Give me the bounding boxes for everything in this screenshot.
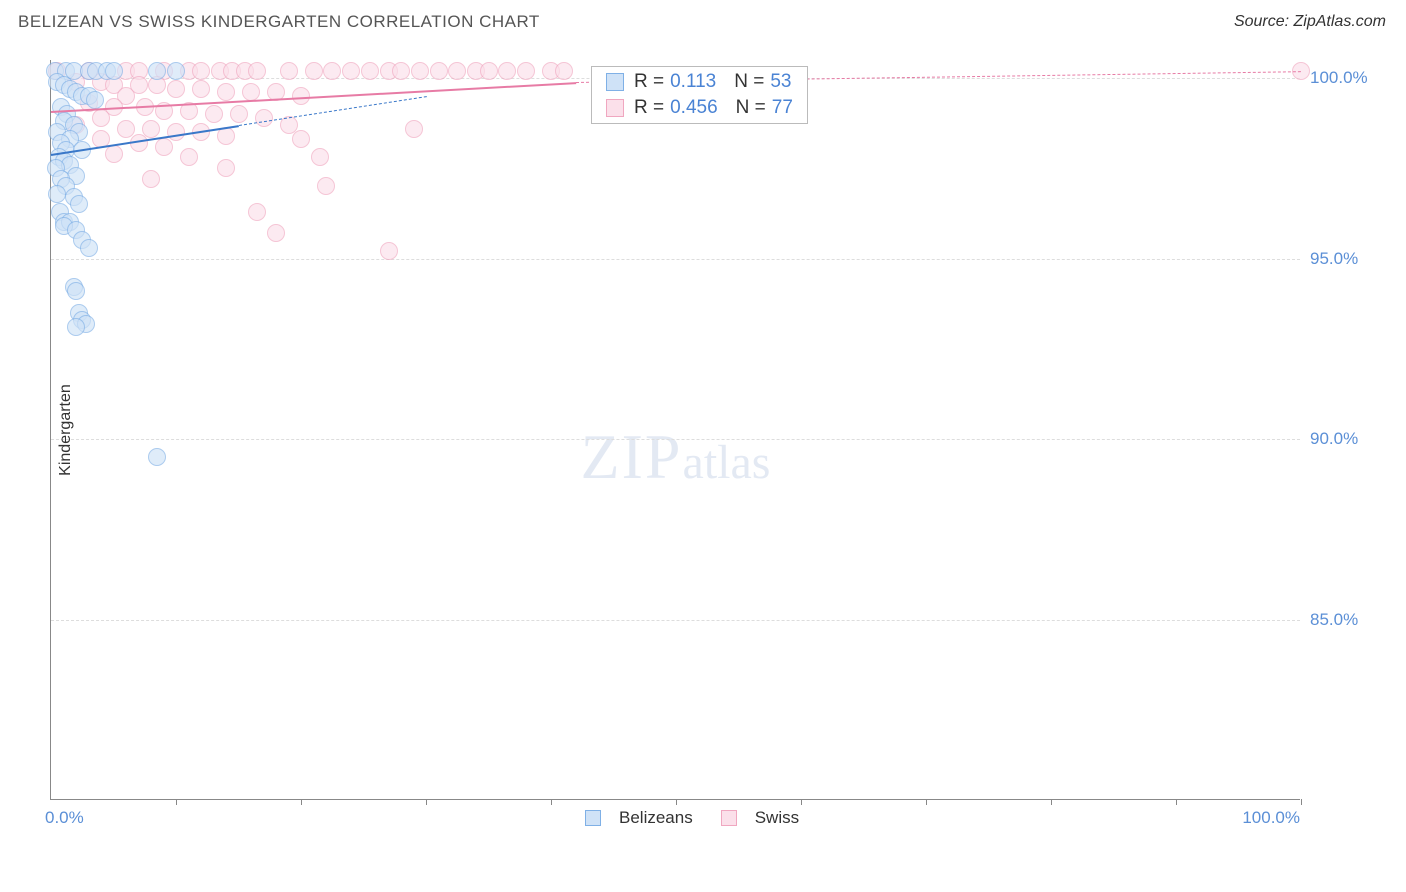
legend-label: Swiss — [755, 808, 799, 828]
data-point — [448, 62, 466, 80]
x-tick — [1301, 799, 1302, 805]
stats-row: R = 0.113 N = 53 — [592, 69, 807, 95]
watermark: ZIPatlas — [581, 420, 771, 494]
data-point — [80, 239, 98, 257]
data-point — [192, 80, 210, 98]
y-tick-label: 85.0% — [1310, 610, 1358, 630]
grid-line — [51, 259, 1300, 260]
grid-line — [51, 439, 1300, 440]
x-axis-min-label: 0.0% — [45, 808, 84, 828]
data-point — [67, 318, 85, 336]
legend-item: Belizeans — [585, 808, 693, 828]
data-point — [280, 62, 298, 80]
data-point — [267, 224, 285, 242]
x-tick — [676, 799, 677, 805]
data-point — [142, 120, 160, 138]
data-point — [230, 105, 248, 123]
r-value: 0.113 — [670, 71, 716, 93]
x-tick — [801, 799, 802, 805]
data-point — [405, 120, 423, 138]
n-value: 53 — [770, 71, 791, 93]
data-point — [217, 159, 235, 177]
data-point — [70, 195, 88, 213]
chart-source: Source: ZipAtlas.com — [1234, 13, 1386, 31]
data-point — [248, 203, 266, 221]
data-point — [92, 109, 110, 127]
n-value: 77 — [772, 97, 793, 119]
data-point — [167, 80, 185, 98]
data-point — [380, 242, 398, 260]
n-label: N = — [736, 97, 766, 119]
data-point — [555, 62, 573, 80]
x-tick — [176, 799, 177, 805]
plot-region: ZIPatlas R =0.113N =53R =0.456N =77 — [50, 60, 1300, 800]
chart-area: ZIPatlas R =0.113N =53R =0.456N =77 Kind… — [50, 60, 1360, 800]
data-point — [192, 62, 210, 80]
data-point — [317, 177, 335, 195]
data-point — [155, 138, 173, 156]
x-tick — [551, 799, 552, 805]
data-point — [105, 62, 123, 80]
data-point — [142, 170, 160, 188]
legend-swatch — [585, 810, 601, 826]
data-point — [255, 109, 273, 127]
stats-box: R =0.113N =53R =0.456N =77 — [591, 66, 808, 124]
series-swatch — [606, 99, 624, 117]
n-label: N = — [734, 71, 764, 93]
r-label: R = — [634, 71, 664, 93]
data-point — [498, 62, 516, 80]
x-tick — [426, 799, 427, 805]
x-tick — [1176, 799, 1177, 805]
data-point — [361, 62, 379, 80]
stats-row: R = 0.456 N = 77 — [592, 95, 807, 121]
r-value: 0.456 — [670, 97, 718, 119]
data-point — [180, 148, 198, 166]
legend-label: Belizeans — [619, 808, 693, 828]
chart-title: BELIZEAN VS SWISS KINDERGARTEN CORRELATI… — [18, 12, 540, 32]
data-point — [411, 62, 429, 80]
data-point — [480, 62, 498, 80]
data-point — [148, 62, 166, 80]
chart-header: BELIZEAN VS SWISS KINDERGARTEN CORRELATI… — [0, 0, 1406, 40]
data-point — [48, 185, 66, 203]
x-axis-max-label: 100.0% — [1242, 808, 1300, 828]
x-tick — [926, 799, 927, 805]
legend-item: Swiss — [721, 808, 799, 828]
data-point — [167, 123, 185, 141]
data-point — [148, 448, 166, 466]
y-axis-label: Kindergarten — [57, 384, 75, 476]
data-point — [305, 62, 323, 80]
data-point — [392, 62, 410, 80]
y-tick-label: 100.0% — [1310, 68, 1368, 88]
grid-line — [51, 620, 1300, 621]
legend: Belizeans Swiss — [585, 808, 799, 828]
data-point — [167, 62, 185, 80]
data-point — [67, 282, 85, 300]
legend-swatch — [721, 810, 737, 826]
data-point — [430, 62, 448, 80]
data-point — [342, 62, 360, 80]
series-swatch — [606, 73, 624, 91]
x-tick — [301, 799, 302, 805]
data-point — [217, 83, 235, 101]
data-point — [311, 148, 329, 166]
r-label: R = — [634, 97, 664, 119]
data-point — [105, 145, 123, 163]
data-point — [292, 130, 310, 148]
data-point — [86, 91, 104, 109]
data-point — [205, 105, 223, 123]
y-tick-label: 95.0% — [1310, 249, 1358, 269]
data-point — [517, 62, 535, 80]
data-point — [248, 62, 266, 80]
data-point — [323, 62, 341, 80]
x-tick — [1051, 799, 1052, 805]
y-tick-label: 90.0% — [1310, 429, 1358, 449]
